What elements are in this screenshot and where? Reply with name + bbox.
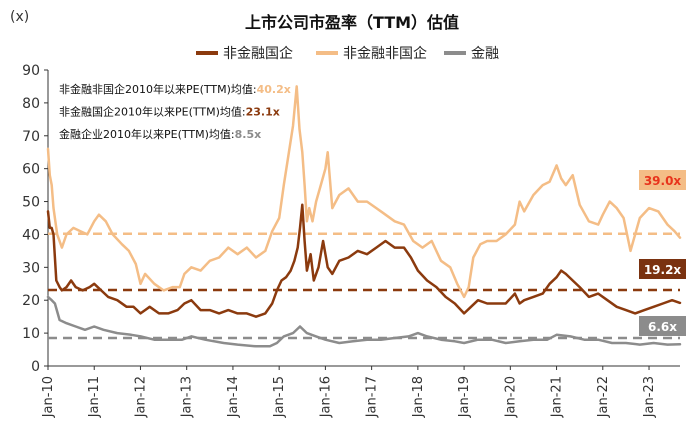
legend-label-2: 金融 [471,46,499,62]
average-lines [48,232,680,340]
y-tick-label: 30 [22,260,40,276]
y-tick-label: 0 [31,359,40,375]
y-axis-unit-label: (x) [10,9,29,25]
x-tick-label: Jan-14 [226,376,241,418]
y-tick-label: 40 [22,227,40,243]
end-label-2: 6.6x [639,316,686,336]
y-tick-label: 50 [22,195,40,211]
end-label-text: 6.6x [648,320,677,334]
x-tick-label: Jan-19 [457,376,472,418]
average-annotation-value: 8.5x [235,128,262,141]
average-annotation-2: 金融企业2010年以来PE(TTM)均值:8.5x [59,127,261,141]
end-label-box [639,259,686,279]
x-tick-label: Jan-15 [272,376,287,418]
series-line-1 [46,85,682,299]
x-tick-label: Jan-22 [596,376,611,418]
end-label-text: 19.2x [644,263,682,277]
average-annotation-0: 非金融非国企2010年以来PE(TTM)均值:40.2x [59,82,291,96]
x-tick-label: Jan-23 [642,376,657,418]
chart-legend: 非金融国企 非金融非国企 金融 [196,45,499,62]
end-label-box [639,316,686,336]
x-tick-label: Jan-21 [550,376,565,418]
x-axis: Jan-10 Jan-11 Jan-12 Jan-13 Jan-14 Jan-15 Jan-… [41,365,680,418]
series-lines [46,85,682,348]
average-annotations: 非金融非国企2010年以来PE(TTM)均值:40.2x 非金融国企2010年以来… [59,82,291,141]
y-tick-label: 90 [22,63,40,79]
average-annotation-1: 非金融国企2010年以来PE(TTM)均值:23.1x [59,105,280,119]
end-label-1: 19.2x [639,259,686,279]
x-tick-label: Jan-10 [41,376,56,418]
x-tick-label: Jan-12 [133,376,148,418]
x-tick-label: Jan-13 [180,376,195,418]
y-tick-label: 10 [22,326,40,342]
average-annotation-text: 非金融国企2010年以来PE(TTM)均值: [59,105,246,119]
y-tick-label: 80 [22,96,40,112]
end-label-0: 39.0x [639,170,686,190]
series-line-2 [46,295,682,348]
end-label-text: 39.0x [644,174,682,188]
chart-title: 上市公司市盈率（TTM）估值 [245,13,459,32]
average-annotation-text: 非金融非国企2010年以来PE(TTM)均值: [59,82,257,96]
y-axis: 0 10 20 30 40 50 60 70 80 90 [22,63,49,375]
x-tick-label: Jan-17 [365,376,380,418]
y-tick-label: 20 [22,293,40,309]
x-tick-label: Jan-18 [411,376,426,418]
end-value-labels: 39.0x 19.2x 6.6x [639,170,686,336]
series-line-0 [46,203,682,318]
x-tick-label: Jan-16 [318,376,333,418]
x-tick-label: Jan-11 [87,376,102,418]
average-annotation-text: 金融企业2010年以来PE(TTM)均值: [59,127,235,141]
y-tick-label: 70 [22,129,40,145]
average-annotation-value: 40.2x [257,83,291,96]
average-annotation-value: 23.1x [246,106,280,119]
end-label-box [639,170,686,190]
legend-label-1: 非金融非国企 [343,45,427,62]
legend-label-0: 非金融国企 [223,45,293,62]
x-tick-label: Jan-20 [503,376,518,418]
y-tick-label: 60 [22,162,40,178]
